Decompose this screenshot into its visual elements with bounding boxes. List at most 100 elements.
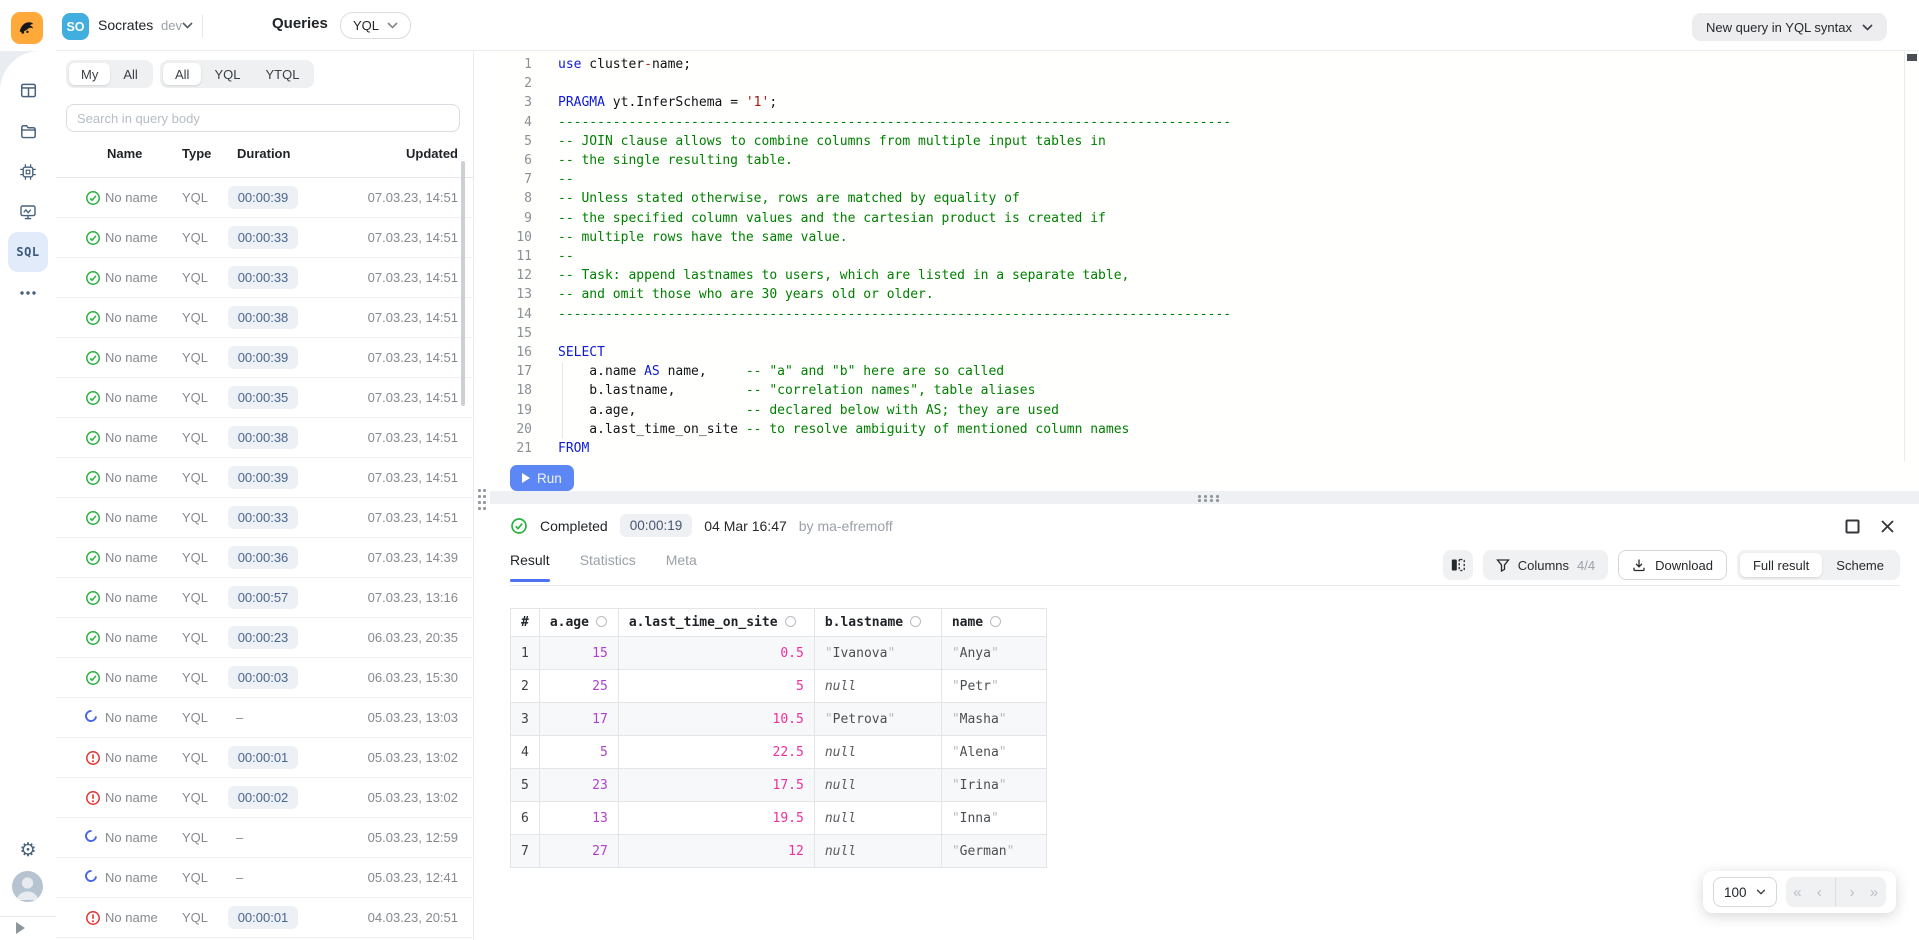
query-duration: 00:00:38 — [228, 306, 298, 329]
line-number: 10 — [516, 229, 532, 245]
panel-resize-divider-vertical[interactable] — [474, 51, 490, 940]
settings-button[interactable]: ⚙ — [8, 830, 48, 870]
view-full-result[interactable]: Full result — [1739, 553, 1823, 577]
query-list-row[interactable]: No name YQL 00:00:01 04.03.23, 20:51 — [56, 898, 473, 938]
chevron-down-icon — [387, 22, 398, 29]
view-scheme[interactable]: Scheme — [1836, 557, 1884, 573]
tab-meta[interactable]: Meta — [665, 552, 697, 568]
query-list-row[interactable]: No name YQL 00:00:33 07.03.23, 14:51 — [56, 258, 473, 298]
query-list-row[interactable]: No name YQL 00:00:38 07.03.23, 14:51 — [56, 418, 473, 458]
query-list-row[interactable]: No name YQL 00:00:39 07.03.23, 14:51 — [56, 338, 473, 378]
query-type: YQL — [182, 310, 209, 325]
query-type: YQL — [182, 350, 209, 365]
query-updated: 07.03.23, 13:16 — [367, 590, 458, 605]
query-list-scrollbar[interactable] — [461, 161, 465, 406]
query-updated: 05.03.23, 13:02 — [367, 790, 458, 805]
result-tabs: Result Statistics Meta — [510, 552, 697, 582]
column-type-icon[interactable] — [910, 616, 922, 627]
query-list-row[interactable]: No name YQL 00:00:23 06.03.23, 20:35 — [56, 618, 473, 658]
editor-scrollbar[interactable] — [1904, 51, 1919, 461]
query-list-row[interactable]: No name YQL 00:00:35 07.03.23, 14:51 — [56, 378, 473, 418]
close-button[interactable] — [1880, 519, 1895, 534]
person-icon — [16, 877, 39, 900]
code-editor[interactable]: 1 use cluster-name; 2 3 PRAGMA yt.InferSchem… — [490, 51, 1904, 461]
query-list-row[interactable]: No name YQL 00:00:39 07.03.23, 14:51 — [56, 178, 473, 218]
sidebar-item-monitoring[interactable] — [8, 192, 48, 232]
type-filter-ytql[interactable]: YTQL — [265, 66, 300, 82]
last-page-button[interactable]: » — [1869, 883, 1879, 901]
query-list-row[interactable]: No name YQL 00:00:36 07.03.23, 14:39 — [56, 538, 473, 578]
query-name: No name — [105, 630, 158, 645]
syntax-select[interactable]: YQL — [340, 12, 412, 39]
transpose-table-button[interactable] — [1442, 550, 1473, 580]
sidebar-item-more[interactable] — [8, 273, 48, 313]
column-type-icon[interactable] — [990, 616, 1002, 627]
new-query-button[interactable]: New query in YQL syntax — [1692, 13, 1887, 41]
editor-scrollbar-thumb[interactable] — [1907, 54, 1917, 61]
query-duration: – — [236, 830, 244, 845]
success-check-icon — [85, 510, 101, 526]
query-duration: – — [236, 870, 244, 885]
ellipsis-icon — [20, 291, 36, 295]
query-list-row[interactable]: No name YQL – 05.03.23, 12:59 — [56, 818, 473, 858]
type-filter: All YQL YTQL — [160, 60, 315, 88]
query-list-row[interactable]: No name YQL 00:00:01 05.03.23, 13:02 — [56, 738, 473, 778]
query-duration: 00:00:39 — [228, 186, 298, 209]
query-list-row[interactable]: No name YQL 00:00:57 07.03.23, 13:16 — [56, 578, 473, 618]
ytsaurus-logo[interactable] — [11, 12, 43, 44]
page-size-select[interactable]: 100 — [1713, 877, 1777, 907]
owner-filter-all[interactable]: All — [123, 66, 138, 82]
line-number: 19 — [516, 402, 532, 418]
query-list-row[interactable]: No name YQL 00:00:39 07.03.23, 14:51 — [56, 458, 473, 498]
columns-filter-button[interactable]: Columns 4/4 — [1482, 550, 1609, 580]
query-name: No name — [105, 350, 158, 365]
column-type-icon[interactable] — [595, 616, 607, 627]
sidebar-item-sql-queries[interactable]: SQL — [8, 232, 48, 272]
query-updated: 07.03.23, 14:39 — [367, 550, 458, 565]
type-filter-yql[interactable]: YQL — [214, 66, 241, 82]
tabs-divider — [510, 585, 1900, 586]
string-cell: "Alena" — [940, 735, 1047, 769]
project-name[interactable]: Socrates — [98, 17, 154, 33]
prev-page-button[interactable]: ‹ — [1816, 883, 1822, 901]
type-filter-all[interactable]: All — [163, 63, 202, 85]
query-type: YQL — [182, 710, 209, 725]
result-table-row: 2 25 5 null "Petr" — [510, 669, 1047, 703]
left-sidebar: SQL ⚙ — [0, 0, 56, 940]
success-check-icon — [85, 190, 101, 206]
first-page-button[interactable]: « — [1793, 883, 1802, 901]
query-list-row[interactable]: No name YQL 00:00:38 07.03.23, 14:51 — [56, 298, 473, 338]
query-list-row[interactable]: No name YQL 00:00:33 07.03.23, 14:51 — [56, 218, 473, 258]
tab-statistics[interactable]: Statistics — [579, 552, 636, 568]
query-updated: 06.03.23, 20:35 — [367, 630, 458, 645]
null-cell: null — [813, 768, 942, 802]
user-avatar[interactable] — [12, 871, 43, 902]
result-table-row: 4 5 22.5 null "Alena" — [510, 735, 1047, 769]
column-type-icon[interactable] — [784, 616, 796, 627]
owner-filter-my[interactable]: My — [69, 63, 111, 85]
tab-result[interactable]: Result — [510, 552, 550, 582]
search-input[interactable] — [66, 104, 460, 132]
sidebar-item-files[interactable] — [8, 111, 48, 151]
sidebar-item-system[interactable] — [8, 152, 48, 192]
download-button[interactable]: Download — [1618, 550, 1727, 580]
panel-resize-divider-horizontal[interactable] — [490, 491, 1919, 504]
query-list-row[interactable]: No name YQL 00:00:02 05.03.23, 13:02 — [56, 778, 473, 818]
query-list-row[interactable]: No name YQL – 05.03.23, 13:03 — [56, 698, 473, 738]
project-avatar[interactable]: SO — [62, 13, 89, 40]
maximize-button[interactable] — [1845, 519, 1860, 534]
query-list-row[interactable]: No name YQL 00:00:33 07.03.23, 14:51 — [56, 498, 473, 538]
close-icon — [1881, 520, 1894, 533]
run-button[interactable]: Run — [510, 465, 574, 491]
sidebar-item-navigation[interactable] — [8, 70, 48, 110]
next-page-button[interactable]: › — [1849, 883, 1855, 901]
project-chevron-down-icon[interactable] — [182, 22, 193, 29]
query-updated: 07.03.23, 14:51 — [367, 310, 458, 325]
query-list-row[interactable]: No name YQL 00:00:03 06.03.23, 15:30 — [56, 658, 473, 698]
int-cell: 15 — [538, 636, 619, 670]
running-spinner-icon — [82, 827, 101, 846]
new-query-button-label: New query in YQL syntax — [1706, 19, 1852, 35]
query-list-row[interactable]: No name YQL – 05.03.23, 12:41 — [56, 858, 473, 898]
expand-panel-arrow-icon[interactable] — [16, 922, 25, 934]
result-window-controls — [1845, 519, 1895, 534]
